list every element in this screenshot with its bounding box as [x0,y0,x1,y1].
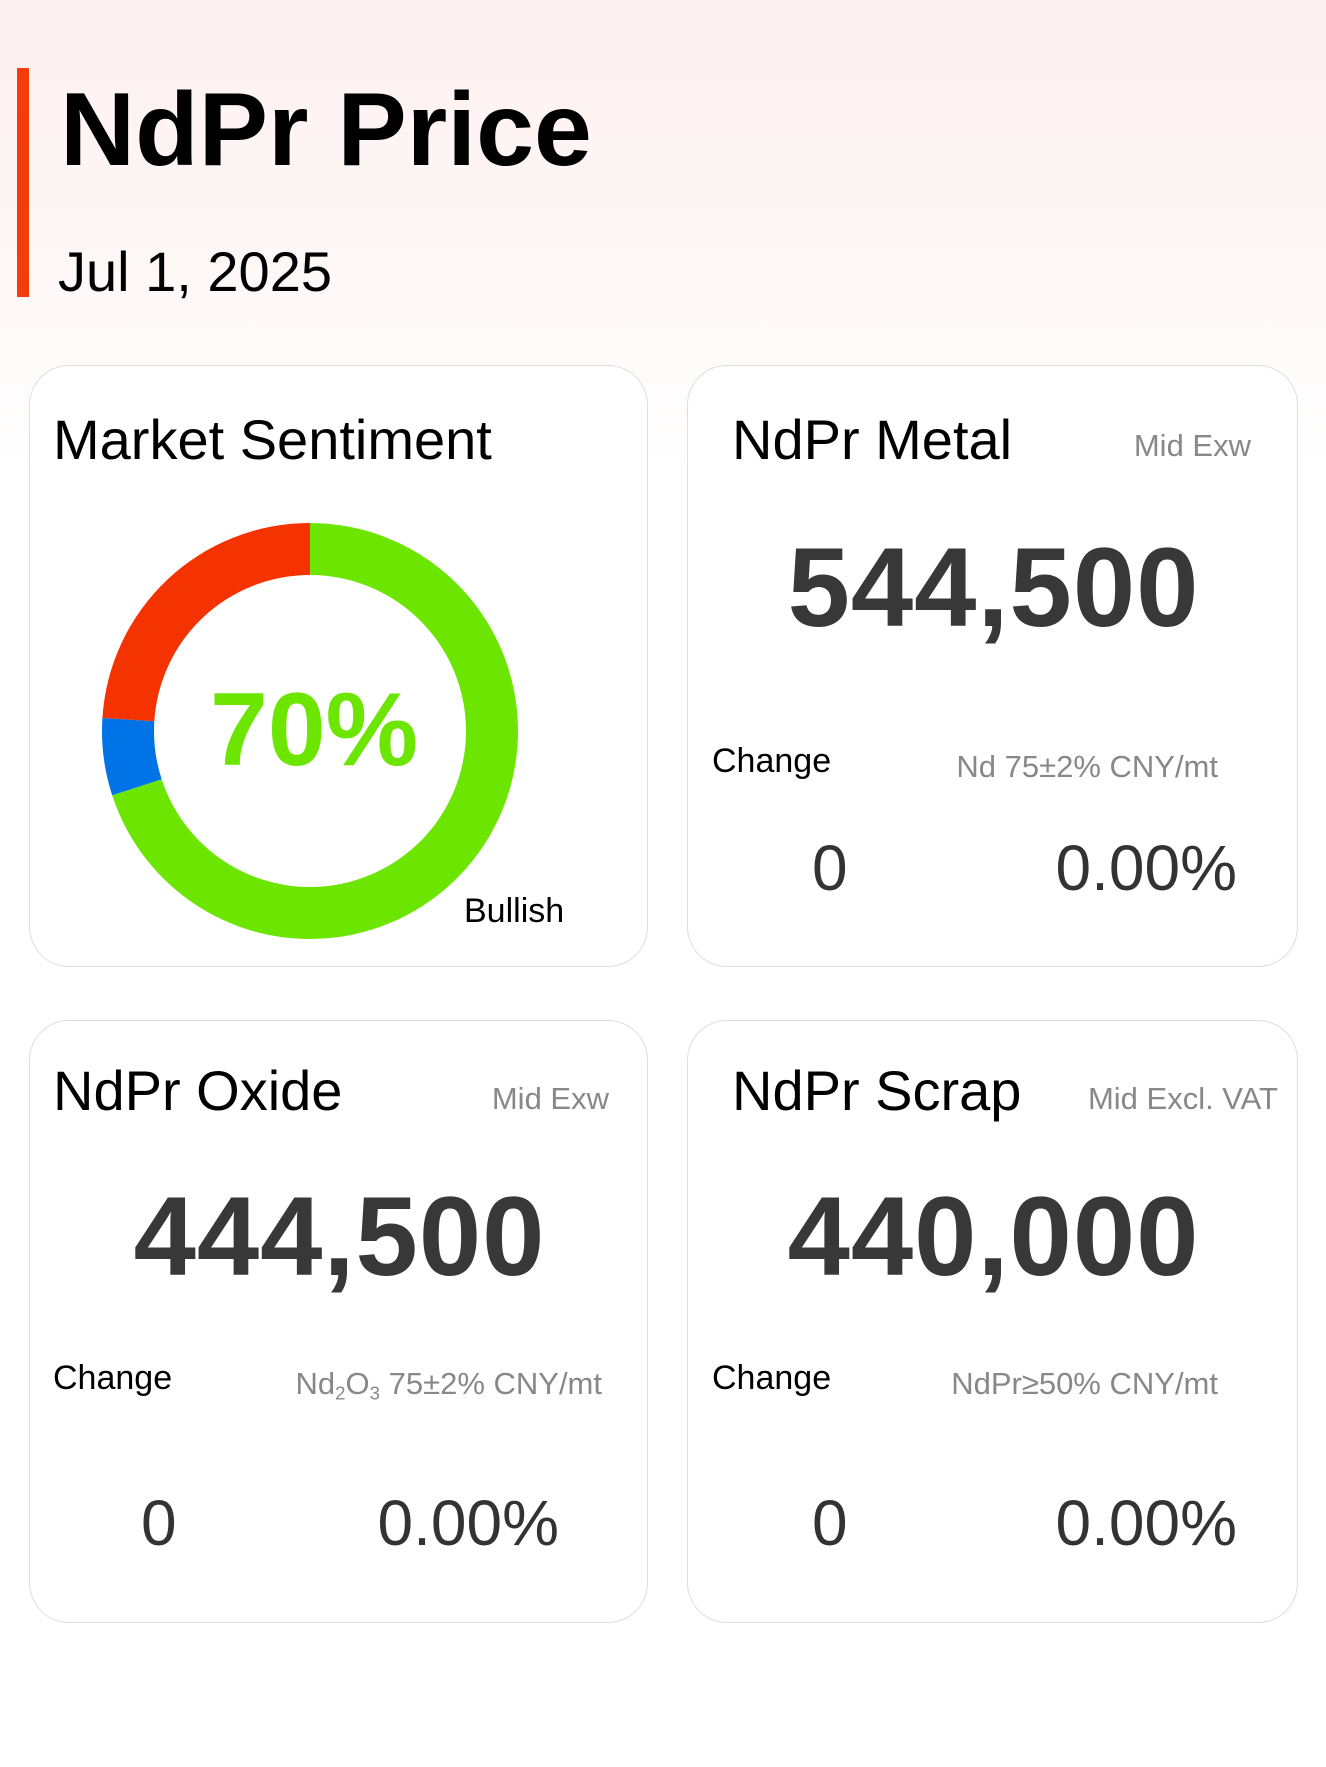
page-date: Jul 1, 2025 [58,240,332,303]
change-label: Change [712,1359,832,1397]
change-value: 0 [812,1487,848,1559]
ndpr-scrap-card: NdPr Scrap Mid Excl. VAT 440,000 Change … [687,1020,1298,1623]
change-percent: 0.00% [1055,1487,1237,1559]
spec-subscript: 2 [335,1382,346,1404]
card-title: Market Sentiment [53,408,492,471]
price-value: 444,500 [133,1174,546,1299]
price-basis: Mid Exw [491,1081,609,1116]
sentiment-percent: 70% [210,672,419,788]
spec-part: Nd [295,1366,336,1401]
card-title: NdPr Metal [732,408,1013,471]
change-value: 0 [141,1487,177,1559]
change-percent: 0.00% [377,1487,559,1559]
ndpr-metal-card: NdPr Metal Mid Exw 544,500 Change Nd 75±… [687,365,1298,967]
sentiment-label: Bullish [464,892,565,930]
donut-segment-neutral [101,717,162,796]
price-basis: Mid Excl. VAT [1087,1081,1278,1116]
change-value: 0 [812,832,848,904]
spec-part: O [345,1366,370,1401]
card-title: NdPr Scrap [732,1059,1022,1122]
accent-bar [17,68,29,297]
card-title: NdPr Oxide [53,1059,343,1122]
spec-label: Nd2O3 75±2% CNY/mt [295,1366,602,1402]
spec-label: NdPr≥50% CNY/mt [951,1366,1218,1401]
change-percent: 0.00% [1055,832,1237,904]
spec-label: Nd 75±2% CNY/mt [956,749,1218,784]
spec-subscript: 3 [369,1382,380,1404]
donut-segment-bearish [102,523,311,722]
spec-part: 75±2% CNY/mt [379,1366,602,1401]
change-label: Change [712,742,832,780]
page-title: NdPr Price [60,72,592,188]
price-value: 544,500 [787,525,1200,650]
market-sentiment-card: Market Sentiment 70% Bullish [29,365,648,967]
ndpr-oxide-card: NdPr Oxide Mid Exw 444,500 Change Nd2O3 … [29,1020,648,1623]
price-value: 440,000 [787,1174,1200,1299]
sentiment-donut [101,523,519,939]
price-basis: Mid Exw [1133,428,1251,463]
change-label: Change [53,1359,173,1397]
